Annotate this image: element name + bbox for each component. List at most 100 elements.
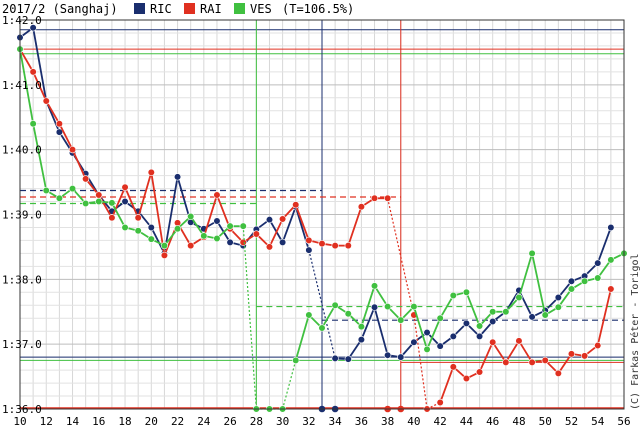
series-segment bbox=[19, 49, 35, 124]
series-segment bbox=[478, 341, 494, 373]
series-segment bbox=[596, 288, 612, 346]
data-point bbox=[95, 197, 103, 206]
y-tick-label: 1:42.0 bbox=[2, 14, 42, 27]
data-point bbox=[384, 351, 392, 359]
series-segment bbox=[465, 291, 481, 327]
y-tick-label: 1:40.0 bbox=[2, 144, 42, 157]
data-point bbox=[187, 242, 195, 250]
data-point bbox=[423, 345, 431, 353]
data-point bbox=[147, 235, 155, 243]
data-point bbox=[581, 352, 589, 360]
series-segment bbox=[439, 295, 455, 319]
data-point bbox=[370, 303, 379, 311]
data-point bbox=[344, 242, 352, 250]
data-point bbox=[567, 277, 576, 285]
x-tick-label: 56 bbox=[617, 415, 630, 428]
data-point bbox=[515, 293, 523, 302]
legend-swatch bbox=[134, 3, 145, 14]
data-point bbox=[82, 175, 90, 183]
series-segment bbox=[19, 48, 34, 73]
series-segment bbox=[360, 306, 376, 340]
data-point bbox=[213, 191, 221, 199]
data-point bbox=[82, 199, 90, 208]
series-segment bbox=[518, 340, 533, 363]
data-point bbox=[344, 355, 352, 363]
y-tick-label: 1:41.0 bbox=[2, 79, 42, 92]
data-point bbox=[173, 173, 182, 181]
data-point bbox=[528, 313, 536, 321]
series-segment bbox=[531, 253, 547, 316]
ticks: 1:42.0 1:41.0 1:40.0 1:39.0 1:38.0 1:37.0 1:36… bbox=[2, 14, 631, 428]
data-point bbox=[239, 238, 247, 246]
series-segment bbox=[505, 340, 520, 363]
data-point bbox=[462, 374, 471, 383]
series-segment bbox=[426, 317, 442, 350]
data-point bbox=[108, 199, 116, 207]
data-point bbox=[475, 368, 484, 376]
data-point bbox=[541, 356, 549, 364]
series-segment bbox=[360, 285, 376, 327]
credit-text: (C) Farkas Péter - Torigol bbox=[629, 253, 641, 410]
data-point bbox=[331, 301, 339, 309]
x-tick-label: 18 bbox=[118, 415, 131, 428]
series-segment bbox=[111, 202, 126, 228]
y-tick-label: 1:36.0 bbox=[2, 403, 42, 416]
data-point bbox=[305, 246, 313, 254]
data-point bbox=[357, 203, 365, 211]
x-tick-label: 44 bbox=[460, 415, 474, 428]
data-point bbox=[292, 356, 300, 364]
data-point bbox=[121, 197, 129, 206]
data-point bbox=[489, 338, 497, 346]
x-tick-label: 52 bbox=[565, 415, 578, 428]
y-tick-label: 1:38.0 bbox=[2, 273, 42, 286]
series-segment bbox=[58, 123, 74, 151]
series-segment bbox=[347, 339, 363, 360]
data-point bbox=[147, 223, 155, 232]
data-point bbox=[370, 194, 379, 202]
data-point bbox=[134, 214, 142, 222]
data-point bbox=[331, 242, 339, 250]
x-tick-label: 12 bbox=[40, 415, 53, 428]
data-point bbox=[410, 302, 418, 311]
data-point bbox=[554, 303, 562, 311]
data-point bbox=[475, 322, 484, 330]
series-segment bbox=[308, 250, 336, 359]
legend-swatch bbox=[184, 3, 195, 14]
data-point bbox=[410, 338, 418, 346]
data-point bbox=[239, 222, 247, 230]
data-point bbox=[42, 186, 50, 195]
series-segment bbox=[150, 227, 166, 254]
data-point bbox=[344, 310, 352, 318]
series-segment bbox=[597, 259, 612, 279]
header: 2017/2 (Sanghaj) RIC RAI VES (T=106.5%) bbox=[2, 2, 354, 16]
data-point bbox=[29, 68, 37, 76]
data-point bbox=[331, 354, 339, 363]
series-segment bbox=[71, 149, 87, 180]
data-point bbox=[29, 24, 37, 32]
series-ves bbox=[16, 45, 628, 413]
data-point bbox=[449, 332, 457, 340]
x-tick-label: 22 bbox=[171, 415, 184, 428]
data-point bbox=[134, 227, 142, 235]
data-point bbox=[607, 223, 615, 232]
data-point bbox=[607, 285, 615, 293]
data-point bbox=[370, 282, 379, 290]
data-point bbox=[436, 398, 444, 407]
data-point bbox=[213, 217, 221, 225]
legend: RIC RAI VES (T=106.5%) bbox=[134, 2, 354, 16]
data-point bbox=[226, 238, 234, 246]
series-segment bbox=[282, 360, 297, 410]
data-point bbox=[68, 146, 77, 154]
plot-border bbox=[19, 19, 625, 410]
x-tick-label: 32 bbox=[302, 415, 315, 428]
data-point bbox=[55, 120, 63, 128]
series-segment bbox=[321, 304, 336, 329]
data-point bbox=[462, 319, 471, 328]
series-segment bbox=[163, 176, 179, 254]
data-point bbox=[318, 240, 326, 248]
data-point bbox=[475, 332, 484, 340]
data-point bbox=[567, 350, 576, 358]
y-tick-label: 1:37.0 bbox=[2, 338, 42, 351]
data-point bbox=[528, 249, 536, 257]
